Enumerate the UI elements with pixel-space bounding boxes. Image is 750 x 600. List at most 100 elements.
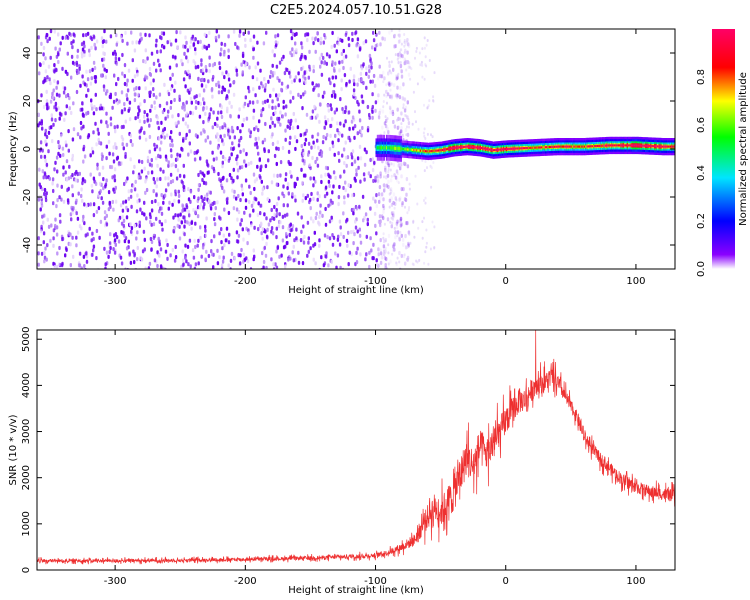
spectrogram-noise-cell [284,172,288,177]
spectrogram-noise-cell [236,168,240,173]
spectrogram-noise-cell [281,214,285,219]
spectrogram-noise-cell [194,262,198,267]
spectrogram-noise-cell [369,206,372,211]
spectrogram-noise-cell [158,92,162,97]
spectrogram-noise-cell [401,96,404,101]
spectrogram-noise-cell [129,157,132,162]
spectrogram-noise-cell [399,216,403,221]
spectrogram-noise-cell [157,202,160,207]
spectrogram-band-cell [526,147,529,150]
spectrogram-noise-cell [71,172,74,178]
spectrogram-noise-cell [138,135,142,140]
spectrogram-noise-cell [205,46,208,51]
spectrogram-noise-cell [276,173,279,178]
spectrogram-noise-cell [97,193,100,198]
spectrogram-noise-cell [329,81,332,86]
spectrogram-noise-cell [307,75,310,80]
spectrogram-noise-cell [107,207,111,212]
spectrogram-noise-cell [70,75,73,80]
spectrogram-noise-cell [200,195,203,200]
spectrogram-noise-cell [144,48,147,53]
spectrogram-noise-cell [69,232,72,237]
spectrogram-noise-cell [271,49,274,54]
spectrogram-band-cell [668,145,671,148]
spectrogram-noise-cell [133,87,136,92]
spectrogram-noise-cell [184,255,187,260]
spectrogram-noise-cell [196,64,200,69]
spectrogram-noise-cell [165,101,169,106]
spectrogram-noise-cell [399,63,403,69]
spectrogram-noise-cell [47,64,51,69]
spectrogram-noise-cell [399,166,402,171]
spectrogram-noise-cell [356,246,359,251]
spectrogram-noise-cell [202,107,205,112]
spectrogram-noise-cell [364,212,368,217]
spectrogram-noise-cell [189,189,193,194]
spectrogram-noise-cell [230,125,234,130]
spectrogram-noise-cell [233,135,236,140]
spectrogram-noise-cell [193,37,196,42]
spectrogram-noise-cell [197,172,200,178]
spectrogram-noise-cell [253,127,256,132]
spectrogram-noise-cell [227,263,230,268]
spectrogram-band-cell [531,146,534,149]
spectrogram-noise-cell [172,215,175,220]
spectrogram-noise-cell [92,248,95,253]
spectrogram-noise-cell [309,246,312,251]
spectrogram-noise-cell [404,261,407,266]
spectrogram-noise-cell [379,74,382,79]
spectrogram-noise-cell [221,137,224,143]
spectrogram-noise-cell [48,36,51,41]
spectrogram-noise-cell [102,177,105,182]
spectrogram-noise-cell [85,69,88,74]
spectrogram-noise-cell [258,158,261,163]
spectrogram-noise-cell [400,126,403,131]
spectrogram-noise-cell [375,43,379,48]
spectrogram-noise-cell [115,42,118,47]
spectrogram-noise-cell [256,40,259,45]
spectrogram-x-tick-label: -100 [364,276,387,287]
spectrogram-band-cell [559,145,561,148]
snr-y-tick-label: 4000 [21,373,32,398]
spectrogram-noise-cell [288,141,291,146]
spectrogram-noise-cell [152,235,156,240]
spectrogram-noise-cell [333,43,336,48]
spectrogram-noise-cell [126,41,129,46]
spectrogram-noise-cell [121,52,124,58]
spectrogram-noise-cell [286,124,289,129]
spectrogram-noise-cell [289,222,292,227]
spectrogram-noise-cell [385,175,388,180]
spectrogram-noise-cell [271,132,274,137]
spectrogram-noise-cell [244,95,247,100]
spectrogram-noise-cell [179,212,182,217]
spectrogram-noise-cell [135,40,138,45]
spectrogram-noise-cell [322,263,326,268]
spectrogram-noise-cell [289,256,292,261]
spectrogram-noise-cell [78,64,81,69]
spectrogram-noise-cell [171,179,175,184]
spectrogram-noise-cell [220,114,224,120]
spectrogram-band-cell [585,145,587,148]
spectrogram-noise-cell [109,95,112,100]
spectrogram-noise-cell [398,95,402,100]
spectrogram-noise-cell [106,124,109,129]
spectrogram-band-cell [449,147,452,150]
spectrogram-noise-cell [54,160,57,165]
spectrogram-noise-cell [138,223,141,229]
spectrogram-band-cell [379,146,382,150]
spectrogram-noise-cell [287,191,290,196]
spectrogram-noise-cell [125,215,129,220]
spectrogram-noise-cell [202,128,205,133]
spectrogram-noise-cell [223,133,226,138]
spectrogram-band-cell [671,145,673,148]
spectrogram-noise-cell [52,88,55,93]
spectrogram-band-cell [551,145,553,148]
spectrogram-noise-cell [404,205,406,209]
snr-series-line [37,330,675,565]
spectrogram-noise-cell [195,94,198,99]
spectrogram-noise-cell [354,31,357,36]
spectrogram-noise-cell [400,42,403,46]
spectrogram-noise-cell [59,133,63,138]
spectrogram-noise-cell [195,150,198,155]
